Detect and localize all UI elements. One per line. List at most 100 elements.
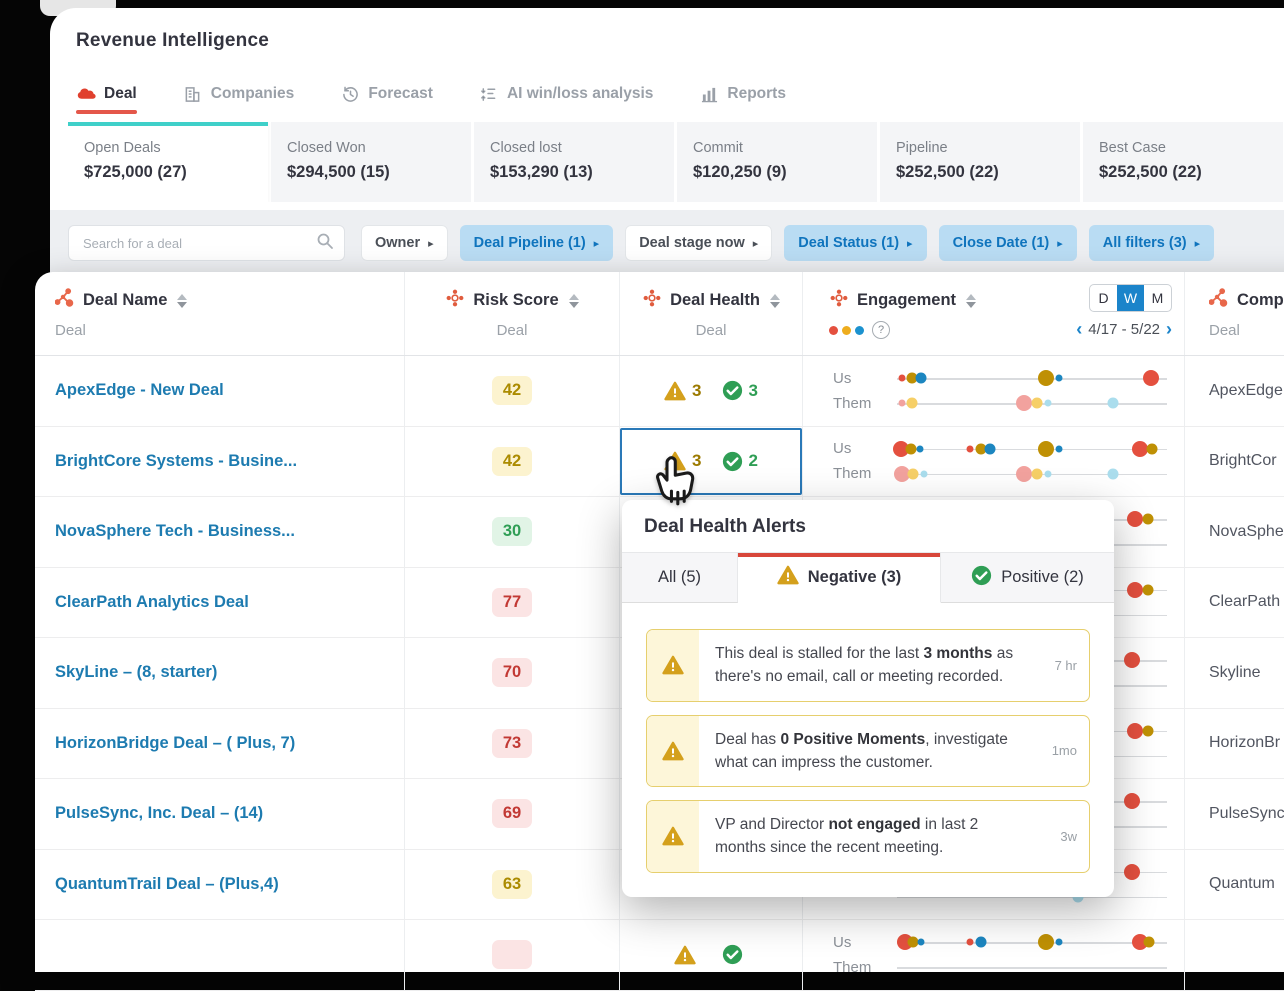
tab-label: Forecast <box>368 85 433 102</box>
summary-card[interactable]: Pipeline $252,500 (22) <box>880 122 1080 202</box>
deal-name-cell: BrightCore Systems - Busine... <box>35 426 405 496</box>
engagement-dot <box>1037 370 1054 387</box>
engagement-dot <box>1142 725 1154 737</box>
popup-tab-negative-3-[interactable]: Negative (3) <box>738 553 941 603</box>
column-title: Risk Score <box>473 291 559 309</box>
summary-card[interactable]: Commit $120,250 (9) <box>677 122 877 202</box>
check-circle-icon <box>722 451 743 472</box>
summary-card-label: Best Case <box>1099 140 1166 156</box>
deal-name-link[interactable]: SkyLine – (8, starter) <box>55 663 218 682</box>
popup-tab-all-5-[interactable]: All (5) <box>622 553 738 603</box>
risk-score-cell: 69 <box>405 779 620 849</box>
tab-ai-win-loss-analysis[interactable]: AI win/loss analysis <box>479 76 653 112</box>
filter-button-deal-pipeline-1-[interactable]: Deal Pipeline (1) ▸ <box>459 225 614 261</box>
filter-button-owner[interactable]: Owner ▸ <box>361 225 448 261</box>
deal-name-link[interactable]: PulseSync, Inc. Deal – (14) <box>55 804 264 823</box>
filter-buttons: Owner ▸ Deal Pipeline (1) ▸ Deal stage now… <box>361 225 1215 261</box>
engagement-dot <box>1055 374 1063 382</box>
engagement-dot <box>1044 470 1052 478</box>
table-row: Us Them <box>35 920 1284 991</box>
sort-toggle-engagement[interactable] <box>966 293 977 308</box>
deal-name-link[interactable]: ClearPath Analytics Deal <box>55 592 249 611</box>
column-header-company[interactable]: Comp Deal <box>1185 272 1284 355</box>
engagement-us-label: Us <box>833 440 852 458</box>
summary-card-value: $725,000 (27) <box>84 163 187 181</box>
sort-toggle-deal-name[interactable] <box>177 293 188 308</box>
engagement-dot <box>916 445 924 453</box>
deal-name-cell: PulseSync, Inc. Deal – (14) <box>35 779 405 849</box>
period-option-m[interactable]: M <box>1151 290 1164 306</box>
popup-tab-label: Negative (3) <box>807 568 902 586</box>
companies-icon <box>183 84 203 104</box>
tab-reports[interactable]: Reports <box>699 76 786 112</box>
filter-button-deal-status-1-[interactable]: Deal Status (1) ▸ <box>784 225 927 261</box>
column-header-risk-score[interactable]: Risk Score Deal <box>405 272 620 355</box>
deal-name-link[interactable]: BrightCore Systems - Busine... <box>55 451 298 470</box>
warning-triangle-icon <box>664 381 686 401</box>
next-date-chevron-icon[interactable]: › <box>1166 319 1172 339</box>
warning-triangle-icon <box>673 945 696 965</box>
summary-card[interactable]: Open Deals $725,000 (27) <box>68 122 268 202</box>
column-header-deal-name[interactable]: Deal Name Deal <box>35 272 405 355</box>
engagement-them-track <box>897 392 1167 414</box>
summary-card-value: $120,250 (9) <box>693 163 787 181</box>
company-cell <box>1185 920 1284 990</box>
summary-card-value: $252,500 (22) <box>1099 163 1202 181</box>
engagement-dot <box>898 374 906 382</box>
sort-toggle-risk-score[interactable] <box>568 293 579 308</box>
company-name: BrightCor <box>1209 452 1277 470</box>
column-title: Deal Name <box>83 291 168 309</box>
engagement-them-label: Them <box>833 394 872 412</box>
engagement-dot <box>1031 397 1043 409</box>
tab-forecast[interactable]: Forecast <box>340 76 433 112</box>
search-box[interactable] <box>68 225 345 261</box>
summary-card[interactable]: Best Case $252,500 (22) <box>1083 122 1283 202</box>
column-header-deal-health[interactable]: Deal Health Deal <box>620 272 803 355</box>
main-tab-bar: Deal Companies Forecast AI win/loss anal… <box>50 52 1284 114</box>
deal-name-link[interactable]: HorizonBridge Deal – ( Plus, 7) <box>55 733 296 752</box>
engagement-legend: ? <box>829 321 1184 339</box>
prev-date-chevron-icon[interactable]: ‹ <box>1076 319 1083 339</box>
click-hand-cursor-icon <box>648 453 700 514</box>
deal-health-cell[interactable] <box>620 920 803 990</box>
engagement-dot <box>1146 443 1158 455</box>
filter-button-deal-stage-now[interactable]: Deal stage now ▸ <box>625 225 773 261</box>
tab-companies[interactable]: Companies <box>183 76 294 112</box>
risk-score-badge: 63 <box>492 869 532 899</box>
risk-score-badge: 69 <box>492 799 532 829</box>
deal-name-link[interactable]: NovaSphere Tech - Business... <box>55 522 295 541</box>
risk-score-badge: 42 <box>492 376 532 406</box>
deal-name-link[interactable]: QuantumTrail Deal – (Plus,4) <box>55 874 279 893</box>
revenue-intelligence-panel: Revenue Intelligence Deal Companies Fore… <box>50 8 1284 276</box>
risk-score-badge <box>492 940 532 970</box>
engagement-dot <box>1037 934 1054 951</box>
filter-button-all-filters-3-[interactable]: All filters (3) ▸ <box>1088 225 1215 261</box>
summary-card[interactable]: Closed Won $294,500 (15) <box>271 122 471 202</box>
caret-right-icon: ▸ <box>752 237 759 250</box>
caret-right-icon: ▸ <box>1057 237 1063 250</box>
summary-card[interactable]: Closed lost $153,290 (13) <box>474 122 674 202</box>
engagement-dot <box>1015 465 1032 482</box>
engagement-dot <box>894 465 911 482</box>
sort-toggle-deal-health[interactable] <box>769 293 780 308</box>
tab-deal[interactable]: Deal <box>76 76 137 114</box>
period-option-w[interactable]: W <box>1117 285 1144 311</box>
risk-score-cell: 42 <box>405 356 620 426</box>
help-question-icon[interactable]: ? <box>872 321 890 339</box>
deal-name-cell: QuantumTrail Deal – (Plus,4) <box>35 849 405 919</box>
deal-name-cell: SkyLine – (8, starter) <box>35 638 405 708</box>
search-input[interactable] <box>81 234 316 252</box>
popup-tab-positive-2-[interactable]: Positive (2) <box>941 553 1114 603</box>
summary-card-label: Closed lost <box>490 140 562 156</box>
summary-card-label: Open Deals <box>84 140 161 156</box>
deal-name-link[interactable]: ApexEdge - New Deal <box>55 381 224 400</box>
company-name: HorizonBr <box>1209 734 1281 752</box>
company-name: NovaSphe <box>1209 522 1284 540</box>
period-option-d[interactable]: D <box>1098 290 1109 306</box>
filter-button-close-date-1-[interactable]: Close Date (1) ▸ <box>938 225 1077 261</box>
engagement-dot <box>1031 468 1043 480</box>
negative-count: 3 <box>692 380 702 400</box>
